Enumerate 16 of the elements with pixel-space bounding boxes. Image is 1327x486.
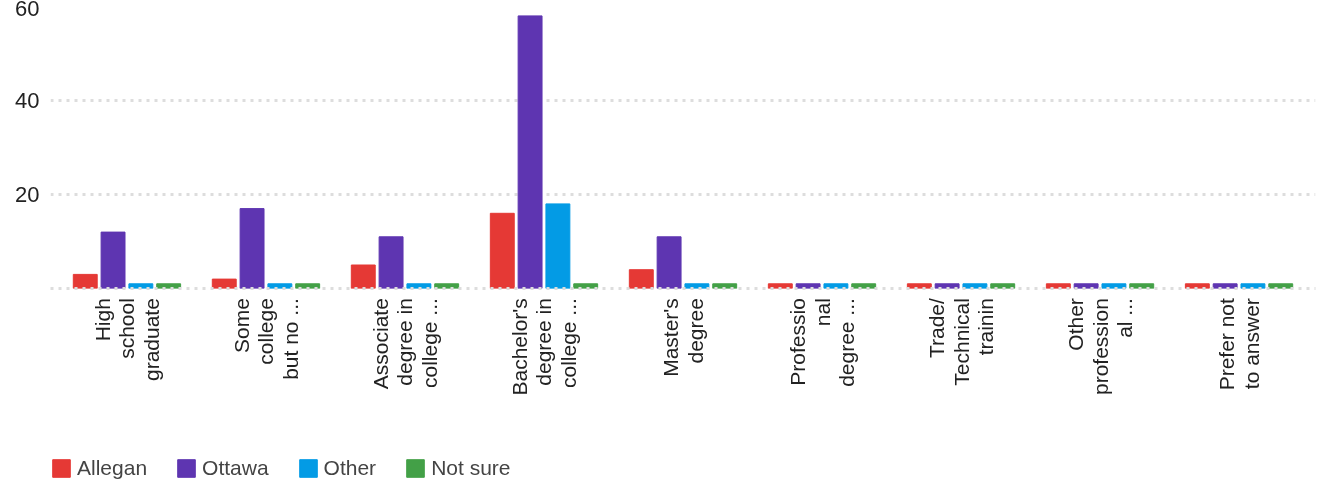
x-tick-label: Other profession al ... xyxy=(1064,298,1136,396)
legend-label: Other xyxy=(323,456,377,480)
y-tick-label: 40 xyxy=(15,88,40,113)
y-tick-label: 20 xyxy=(15,182,40,207)
legend-label: Not sure xyxy=(431,456,511,480)
legend-label: Ottawa xyxy=(202,456,269,480)
x-tick-label: Trade/ Technical trainin xyxy=(925,297,997,386)
x-tick-label: High school graduate xyxy=(91,298,163,382)
x-tick-label: Bachelor's degree in college ... xyxy=(508,298,580,396)
y-tick-label: 60 xyxy=(15,0,40,21)
legend-label: Allegan xyxy=(77,456,148,480)
x-tick-label: Associate degree in college ... xyxy=(369,298,441,390)
x-tick-label: Some college but no ... xyxy=(230,298,302,380)
x-tick-label: Master's degree xyxy=(659,298,707,377)
x-tick-label: Prefer not to answer xyxy=(1215,297,1263,391)
x-tick-label: Professio nal degree ... xyxy=(786,298,858,387)
